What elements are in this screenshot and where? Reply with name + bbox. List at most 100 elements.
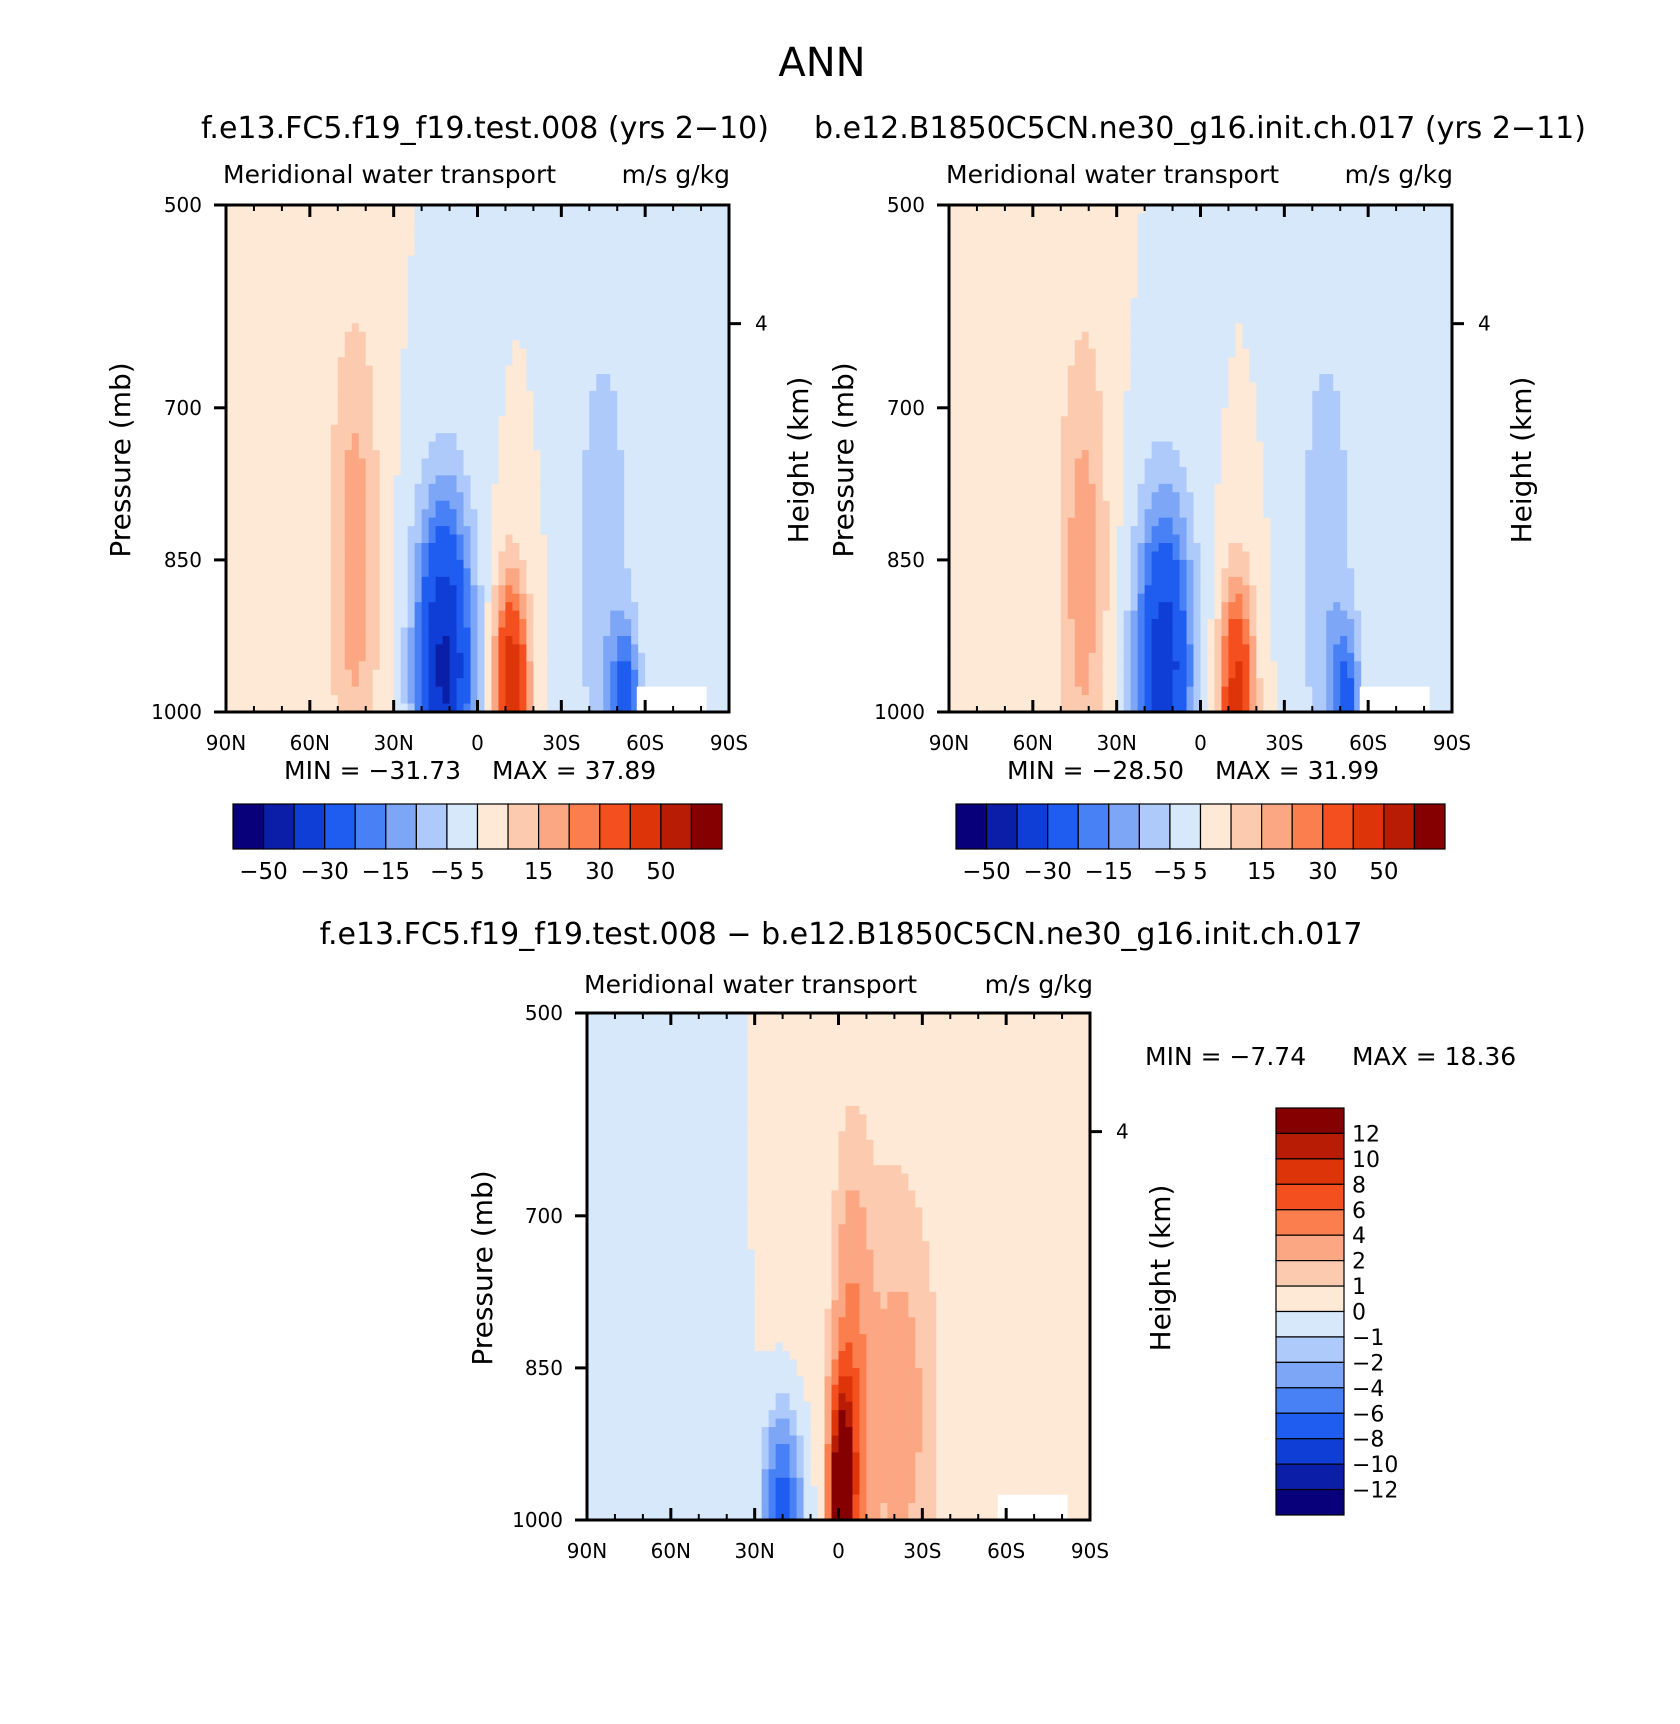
field-cell (421, 450, 430, 460)
field-cell (316, 213, 325, 223)
field-cell (582, 517, 590, 527)
field-cell (652, 340, 660, 350)
field-cell (449, 289, 458, 299)
field-cell (603, 466, 611, 476)
field-cell (309, 661, 318, 671)
field-cell (624, 492, 632, 502)
field-cell (617, 314, 625, 324)
field-cell (232, 483, 241, 493)
field-cell (281, 526, 290, 536)
field-cell (260, 450, 269, 460)
field-cell (267, 500, 276, 510)
field-cell (491, 602, 500, 612)
field-cell (596, 247, 604, 257)
field-cell (288, 390, 297, 400)
field-cell (442, 289, 451, 299)
field-cell (955, 492, 964, 502)
field-cell (435, 357, 444, 367)
field-cell (295, 526, 304, 536)
field-cell (962, 661, 971, 671)
field-cell (281, 678, 290, 688)
field-cell (617, 644, 625, 654)
field-cell (414, 466, 423, 476)
field-cell (694, 205, 702, 215)
field-cell (351, 678, 360, 688)
field-cell (491, 390, 500, 400)
field-cell (246, 492, 255, 502)
field-cell (267, 230, 276, 240)
field-cell (575, 593, 583, 603)
field-cell (281, 466, 290, 476)
field-cell (519, 669, 528, 679)
field-cell (232, 466, 241, 476)
field-cell (456, 323, 465, 333)
field-cell (976, 619, 985, 629)
field-cell (442, 593, 451, 603)
field-cell (976, 652, 985, 662)
field-cell (435, 509, 444, 519)
field-cell (990, 331, 999, 341)
field-cell (449, 559, 458, 569)
field-cell (976, 686, 985, 696)
field-cell (976, 602, 985, 612)
field-cell (477, 247, 486, 257)
colorbar-label: −30 (300, 859, 349, 885)
field-cell (470, 306, 479, 316)
field-cell (344, 458, 353, 468)
field-cell (344, 661, 353, 671)
field-cell (955, 289, 964, 299)
field-cell (491, 450, 500, 460)
field-cell (477, 517, 486, 527)
field-cell (624, 340, 632, 350)
field-cell (666, 399, 674, 409)
field-cell (393, 534, 402, 544)
field-cell (267, 509, 276, 519)
field-cell (687, 272, 695, 282)
colorbar-box (446, 803, 479, 850)
field-cell (351, 238, 360, 248)
field-cell (694, 238, 702, 248)
field-cell (372, 576, 381, 586)
field-cell (358, 390, 367, 400)
field-cell (421, 678, 430, 688)
field-cell (526, 399, 534, 409)
field-cell (274, 272, 283, 282)
field-cell (400, 703, 409, 713)
field-cell (281, 593, 290, 603)
field-cell (281, 627, 290, 637)
field-cell (456, 221, 465, 231)
field-cell (358, 289, 367, 299)
field-cell (645, 306, 653, 316)
colorbar-label: −50 (239, 859, 288, 885)
field-cell (239, 585, 248, 595)
field-cell (330, 306, 339, 316)
field-cell (449, 382, 458, 392)
field-cell (484, 382, 493, 392)
field-cell (526, 585, 534, 595)
field-cell (568, 205, 576, 215)
field-cell (428, 238, 437, 248)
field-cell (519, 686, 528, 696)
field-cell (463, 568, 472, 578)
field-cell (554, 230, 562, 240)
field-cell (949, 492, 957, 502)
field-cell (267, 695, 276, 705)
field-cell (484, 424, 493, 434)
field-cell (316, 374, 325, 384)
field-cell (659, 205, 667, 215)
field-cell (414, 635, 423, 645)
field-cell (484, 374, 493, 384)
field-cell (428, 492, 437, 502)
field-cell (708, 678, 716, 688)
field-cell (442, 441, 451, 451)
field-cell (589, 661, 597, 671)
field-cell (288, 703, 297, 713)
field-cell (491, 331, 500, 341)
field-cell (358, 568, 367, 578)
field-cell (631, 289, 639, 299)
field-cell (645, 424, 653, 434)
field-cell (708, 652, 716, 662)
field-cell (372, 433, 381, 443)
field-cell (962, 407, 971, 417)
field-cell (498, 619, 507, 629)
